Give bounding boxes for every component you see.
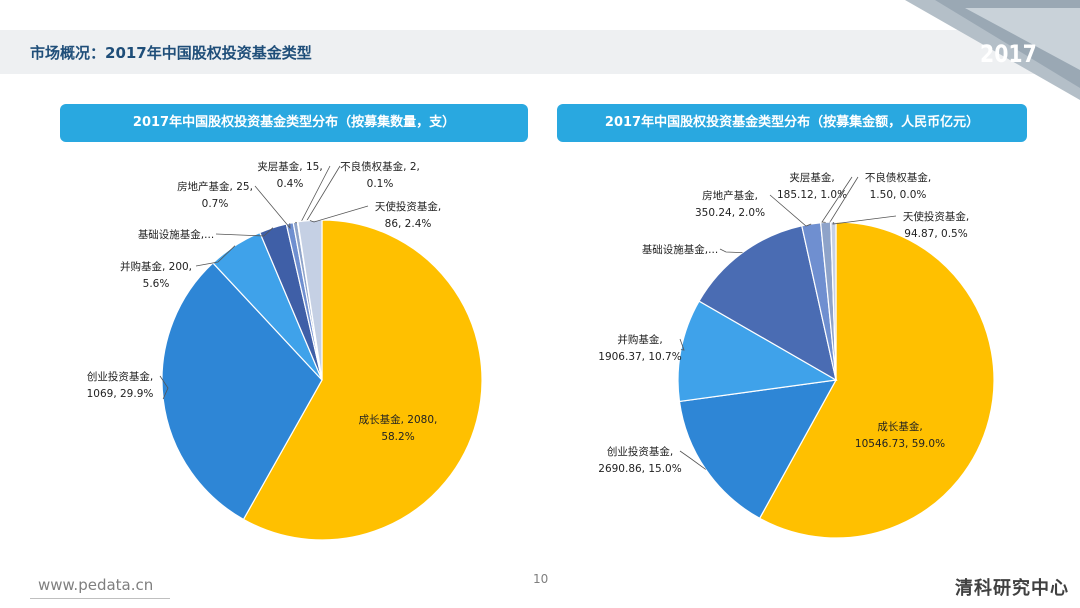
slice-label: 成长基金, 2080, 58.2% <box>359 413 438 443</box>
slice-label: 不良债权基金, 1.50, 0.0% <box>865 171 931 201</box>
leader-line <box>821 176 853 223</box>
leader-line <box>295 165 331 225</box>
slice-label: 夹层基金, 15, 0.4% <box>257 160 322 190</box>
leader-line <box>215 227 274 237</box>
slice-label: 不良债权基金, 2, 0.1% <box>340 160 420 190</box>
slice-label: 房地产基金, 25, 0.7% <box>177 180 253 210</box>
slice-label: 成长基金, 10546.73, 59.0% <box>855 420 945 450</box>
corner-decoration <box>905 0 1080 100</box>
slice-label: 房地产基金, 350.24, 2.0% <box>695 189 765 219</box>
slice-label: 基础设施基金,... <box>642 243 718 256</box>
leader-line <box>309 205 369 223</box>
left-chart-title: 2017年中国股权投资基金类型分布（按募集数量，支） <box>60 104 528 142</box>
pie-slice-amount-1 <box>678 379 838 520</box>
header-bar <box>0 30 1080 74</box>
slice-label: 基础设施基金,... <box>138 228 214 241</box>
page-number: 10 <box>533 572 549 586</box>
footer-divider <box>30 598 170 599</box>
brand-logo-text: 清科研究中心 <box>955 578 1069 599</box>
leader-line <box>719 248 743 254</box>
leader-line <box>297 165 341 223</box>
slice-label: 夹层基金, 185.12, 1.0% <box>777 171 847 201</box>
footer-url[interactable]: www.pedata.cn <box>38 576 154 594</box>
slice-label: 创业投资基金, 1069, 29.9% <box>87 370 154 400</box>
leader-line <box>254 185 291 230</box>
pie-slice-amount-0 <box>758 221 995 539</box>
pie-slice-count-0 <box>242 219 483 541</box>
page-title: 市场概况：2017年中国股权投资基金类型 <box>30 44 312 62</box>
leader-line <box>679 450 706 470</box>
leader-line <box>769 194 812 227</box>
leader-line <box>159 375 169 400</box>
slice-label: 并购基金, 1906.37, 10.7% <box>598 333 681 363</box>
right-chart-title: 2017年中国股权投资基金类型分布（按募集金额，人民币亿元） <box>557 104 1027 142</box>
leader-line <box>832 215 897 225</box>
year-badge: 2017 <box>980 40 1037 68</box>
leader-line <box>195 245 236 267</box>
slice-label: 天使投资基金, 86, 2.4% <box>375 200 441 230</box>
slice-label: 天使投资基金, 94.87, 0.5% <box>903 210 969 240</box>
slice-label: 并购基金, 200, 5.6% <box>120 260 192 290</box>
leader-line <box>679 338 685 351</box>
pie-slice-amount-3 <box>698 225 837 382</box>
slice-label: 创业投资基金, 2690.86, 15.0% <box>598 445 681 475</box>
